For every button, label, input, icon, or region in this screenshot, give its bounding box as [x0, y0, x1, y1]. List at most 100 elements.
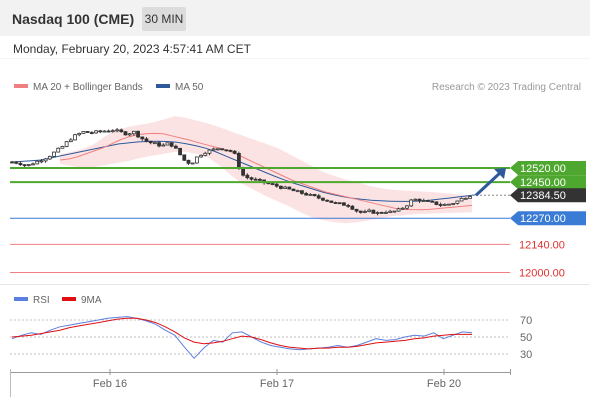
x-tick-label: Feb 17: [260, 378, 294, 390]
candle-body: [274, 183, 279, 187]
ma20-legend-label: MA 20 + Bollinger Bands: [33, 82, 143, 93]
candle-body: [81, 131, 86, 134]
candle-body: [291, 188, 296, 192]
candle-body: [304, 193, 309, 196]
candle-body: [123, 131, 128, 136]
candle: [405, 205, 409, 210]
candle: [131, 130, 136, 136]
candle-body: [157, 142, 161, 147]
candle-body: [85, 131, 90, 133]
candle-body: [232, 150, 237, 154]
candle: [73, 133, 77, 141]
rsi-legend-label: RSI: [33, 295, 50, 306]
candle-body: [312, 193, 317, 197]
candle: [379, 211, 384, 214]
candle: [388, 209, 393, 213]
candle: [39, 159, 44, 164]
candle-body: [199, 154, 203, 158]
candle-body: [52, 151, 56, 157]
candle: [371, 209, 376, 214]
candle-body: [207, 149, 212, 154]
candle: [304, 191, 309, 196]
candle: [85, 131, 90, 133]
candle-body: [245, 174, 250, 179]
candle-body: [388, 210, 393, 213]
candle: [178, 147, 182, 156]
candle: [203, 151, 208, 157]
ma50-legend-label: MA 50: [175, 82, 204, 93]
candle: [258, 178, 262, 182]
candle: [325, 199, 330, 202]
candle-body: [321, 197, 325, 201]
credit-text: Research © 2023 Trading Central: [432, 82, 581, 93]
candle: [438, 202, 443, 208]
candle: [173, 144, 178, 149]
candle: [426, 199, 430, 202]
timestamp: Monday, February 20, 2023 4:57:41 AM CET: [13, 42, 251, 56]
support-level-label: 12140.00: [519, 239, 565, 251]
candle-body: [354, 208, 359, 212]
candle: [354, 208, 359, 213]
candle: [215, 148, 220, 151]
candle-body: [253, 178, 258, 181]
candle-body: [39, 160, 44, 163]
candle: [140, 136, 145, 141]
candle-body: [333, 202, 338, 204]
candle: [342, 202, 346, 206]
candle: [144, 137, 149, 143]
candle-body: [161, 144, 166, 147]
candle-body: [14, 161, 19, 164]
candle: [110, 129, 115, 133]
candle-body: [203, 152, 208, 156]
candle: [194, 156, 199, 164]
candle-body: [190, 162, 195, 165]
candle: [35, 160, 40, 165]
candle: [47, 155, 52, 161]
candle-body: [329, 200, 334, 203]
candle-body: [363, 211, 367, 213]
candle: [232, 150, 237, 155]
candle: [52, 151, 56, 157]
candle: [106, 129, 111, 133]
ma9-legend-swatch: [62, 297, 76, 301]
candle: [375, 211, 380, 216]
resistance-level-label: 12520.00: [520, 163, 566, 175]
candle: [148, 140, 153, 145]
candle: [455, 200, 460, 205]
candle-body: [459, 197, 464, 202]
candle-body: [224, 149, 229, 152]
candle-body: [379, 212, 384, 214]
candle-body: [73, 134, 77, 141]
candle: [442, 203, 447, 206]
candle: [396, 207, 401, 212]
candle: [295, 189, 300, 193]
candle-body: [371, 209, 376, 214]
candle-body: [131, 130, 136, 135]
rsi-tick-label: 30: [520, 349, 532, 361]
candle-body: [110, 130, 115, 133]
left-frame-line: [10, 369, 11, 397]
candle: [186, 159, 191, 165]
candle: [22, 164, 27, 168]
candle: [279, 185, 283, 190]
candle-body: [434, 201, 439, 205]
candle-body: [392, 210, 397, 213]
candle-body: [228, 149, 233, 152]
last-level-tag: [510, 188, 586, 203]
candle-body: [430, 200, 435, 203]
candle: [417, 198, 422, 203]
candle-body: [249, 177, 254, 180]
candle-body: [455, 200, 460, 204]
candle-body: [89, 132, 94, 134]
interval-button[interactable]: 30 MIN: [142, 7, 186, 31]
candle: [165, 142, 170, 146]
candle: [68, 138, 73, 143]
candle: [346, 203, 351, 208]
candle-body: [442, 203, 447, 206]
candle-body: [295, 190, 300, 193]
candle: [89, 131, 94, 135]
candle-body: [18, 162, 23, 166]
x-axis-line: [10, 372, 511, 373]
pivot-level-tag: [510, 211, 586, 226]
ma50-line: [11, 140, 479, 202]
